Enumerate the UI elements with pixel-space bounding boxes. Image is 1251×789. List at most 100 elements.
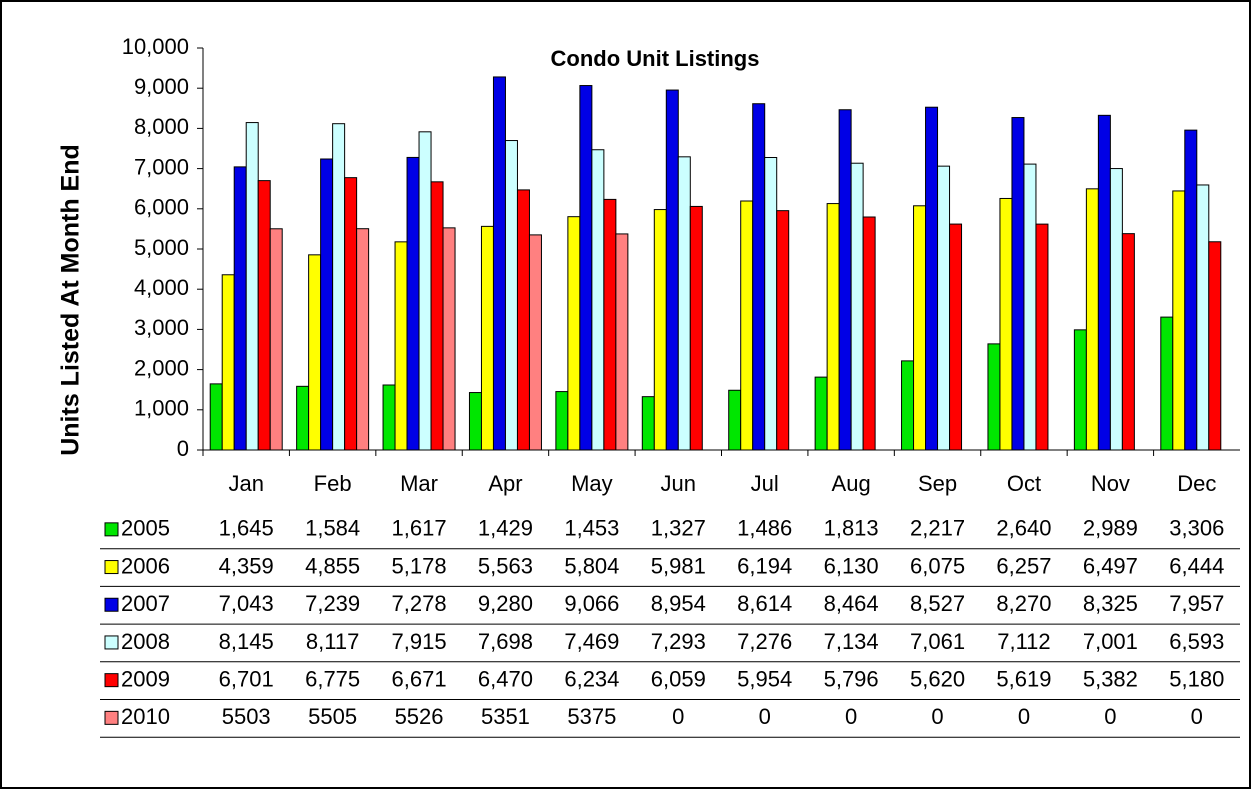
bar	[579, 85, 593, 451]
table-cell: 6,497	[1083, 553, 1138, 578]
legend-label: 2006	[121, 553, 170, 578]
bar	[1035, 223, 1049, 451]
bar	[949, 223, 963, 451]
bar	[1097, 114, 1111, 451]
x-tick-label: Dec	[1177, 471, 1216, 496]
bar	[1184, 129, 1198, 451]
y-tick-label: 1,000	[134, 396, 189, 421]
bar	[1172, 190, 1186, 451]
bar	[320, 158, 334, 451]
table-cell: 7,134	[824, 629, 879, 654]
table-cell: 0	[1191, 704, 1203, 729]
y-tick-label: 10,000	[122, 34, 189, 59]
table-cell: 4,855	[305, 553, 360, 578]
bar	[1121, 233, 1135, 451]
table-cell: 6,059	[651, 666, 706, 691]
y-tick-label: 7,000	[134, 154, 189, 179]
legend-swatch	[104, 597, 119, 612]
table-cell: 9,066	[564, 591, 619, 616]
bar	[1109, 168, 1123, 451]
legend-swatch	[104, 710, 119, 725]
legend-label: 2005	[121, 516, 170, 541]
bar	[677, 156, 691, 451]
table-cell: 5,563	[478, 553, 533, 578]
table-cell: 7,112	[997, 629, 1050, 654]
bar	[850, 162, 864, 451]
y-tick-label: 8,000	[134, 114, 189, 139]
table-cell: 0	[759, 704, 771, 729]
x-tick-label: Jun	[661, 471, 696, 496]
table-cell: 5,796	[824, 666, 879, 691]
table-cell: 6,775	[305, 666, 360, 691]
table-cell: 6,257	[996, 553, 1051, 578]
legend-label: 2008	[121, 629, 170, 654]
bar	[209, 383, 223, 451]
bar	[826, 203, 840, 451]
table-cell: 0	[672, 704, 684, 729]
bar	[1208, 241, 1222, 451]
table-cell: 0	[1104, 704, 1116, 729]
legend-label: 2010	[121, 704, 170, 729]
bar	[555, 391, 569, 451]
table-cell: 6,671	[392, 666, 447, 691]
bar	[591, 149, 605, 451]
table-cell: 1,453	[564, 516, 619, 541]
table-cell: 1,584	[305, 516, 360, 541]
bar	[221, 274, 235, 451]
bar	[653, 209, 667, 451]
table-cell: 5,620	[910, 666, 965, 691]
table-cell: 1,617	[392, 516, 447, 541]
table-cell: 8,954	[651, 591, 706, 616]
bar	[728, 389, 742, 451]
table-cell: 6,075	[910, 553, 965, 578]
table-cell: 7,698	[478, 629, 533, 654]
table-cell: 3,306	[1169, 516, 1224, 541]
table-cell: 5,178	[392, 553, 447, 578]
bar	[764, 157, 778, 451]
bar	[1073, 329, 1087, 451]
bar	[615, 233, 629, 451]
x-tick-label: Mar	[400, 471, 438, 496]
table-cell: 1,486	[737, 516, 792, 541]
x-tick-label: Nov	[1091, 471, 1130, 496]
bar	[1085, 188, 1099, 451]
x-tick-label: Jul	[751, 471, 779, 496]
bar	[689, 205, 703, 451]
table-cell: 2,217	[910, 516, 965, 541]
bar	[528, 234, 542, 451]
table-cell: 8,270	[996, 591, 1051, 616]
y-tick-label: 5,000	[134, 235, 189, 260]
table-cell: 1,429	[478, 516, 533, 541]
table-cell: 2,989	[1083, 516, 1138, 541]
table-cell: 5,382	[1083, 666, 1138, 691]
bar	[665, 89, 679, 451]
bar	[332, 123, 346, 451]
table-cell: 8,145	[219, 629, 274, 654]
table-cell: 0	[1018, 704, 1030, 729]
bar	[740, 200, 754, 451]
bar	[468, 392, 482, 451]
legend-label: 2007	[121, 591, 170, 616]
table-cell: 2,640	[996, 516, 1051, 541]
table-cell: 8,325	[1083, 591, 1138, 616]
bar	[838, 109, 852, 451]
bar	[480, 225, 494, 451]
x-tick-label: Aug	[832, 471, 871, 496]
bar	[394, 241, 408, 451]
y-tick-label: 9,000	[134, 74, 189, 99]
table-cell: 5503	[222, 704, 271, 729]
y-tick-label: 6,000	[134, 195, 189, 220]
chart-title: Condo Unit Listings	[551, 46, 760, 71]
bar	[1011, 117, 1025, 451]
y-tick-label: 0	[177, 436, 189, 461]
y-tick-label: 4,000	[134, 275, 189, 300]
bar	[418, 131, 432, 451]
x-tick-label: Jan	[228, 471, 263, 496]
legend-swatch	[104, 673, 119, 688]
table-cell: 6,234	[564, 666, 619, 691]
table-cell: 6,701	[219, 666, 274, 691]
bar	[344, 177, 358, 451]
table-cell: 8,527	[910, 591, 965, 616]
bar	[406, 156, 420, 451]
